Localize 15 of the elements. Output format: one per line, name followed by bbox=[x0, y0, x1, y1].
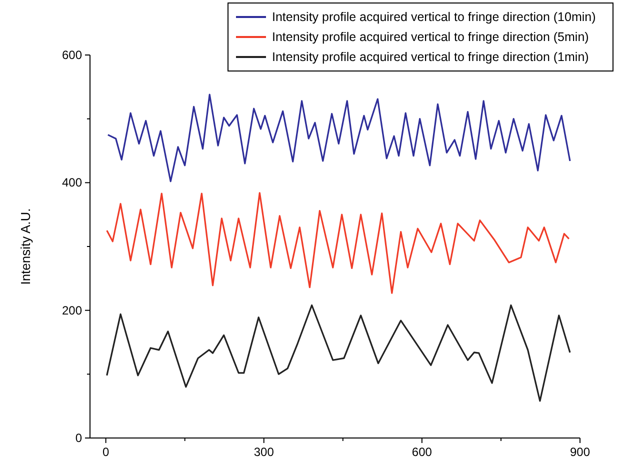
y-tick-label: 600 bbox=[62, 48, 82, 62]
x-tick-label: 600 bbox=[412, 445, 432, 459]
x-tick-label: 300 bbox=[254, 445, 274, 459]
legend-label: Intensity profile acquired vertical to fringe direction (1min) bbox=[272, 50, 589, 64]
legend-label: Intensity profile acquired vertical to fringe direction (5min) bbox=[272, 30, 589, 44]
y-tick-label: 400 bbox=[62, 176, 82, 190]
y-tick-label: 0 bbox=[75, 431, 82, 445]
line-series bbox=[106, 304, 571, 402]
x-tick-label: 0 bbox=[102, 445, 110, 459]
line-series bbox=[107, 94, 571, 182]
legend-label: Intensity profile acquired vertical to fringe direction (10min) bbox=[272, 10, 596, 24]
y-tick-label: 200 bbox=[62, 303, 82, 318]
line-series bbox=[106, 192, 570, 294]
y-axis-title: Intensity A.U. bbox=[18, 208, 33, 285]
x-tick-label: 900 bbox=[570, 445, 590, 459]
